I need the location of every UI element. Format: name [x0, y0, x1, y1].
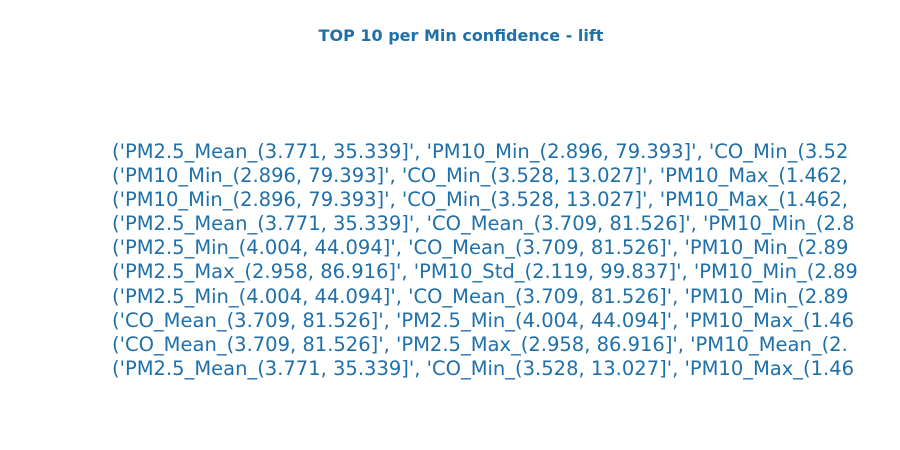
rule-row-4: ('PM2.5_Mean_(3.771, 35.339]', 'CO_Mean_…: [112, 212, 855, 236]
rule-row-8: ('CO_Mean_(3.709, 81.526]', 'PM2.5_Min_(…: [112, 308, 855, 332]
rule-row-9: ('CO_Mean_(3.709, 81.526]', 'PM2.5_Max_(…: [112, 332, 848, 356]
rule-row-10: ('PM2.5_Mean_(3.771, 35.339]', 'CO_Min_(…: [112, 356, 855, 380]
rule-row-6: ('PM2.5_Max_(2.958, 86.916]', 'PM10_Std_…: [112, 260, 858, 284]
rule-row-7: ('PM2.5_Min_(4.004, 44.094]', 'CO_Mean_(…: [112, 284, 849, 308]
rules-list: ('PM2.5_Mean_(3.771, 35.339]', 'PM10_Min…: [112, 140, 858, 381]
rule-row-1: ('PM2.5_Mean_(3.771, 35.339]', 'PM10_Min…: [112, 140, 849, 163]
chart-title: TOP 10 per Min confidence - lift: [318, 26, 604, 45]
rule-row-5: ('PM2.5_Min_(4.004, 44.094]', 'CO_Mean_(…: [112, 236, 849, 260]
rule-row-3: ('PM10_Min_(2.896, 79.393]', 'CO_Min_(3.…: [112, 188, 848, 212]
rule-row-2: ('PM10_Min_(2.896, 79.393]', 'CO_Min_(3.…: [112, 164, 848, 188]
